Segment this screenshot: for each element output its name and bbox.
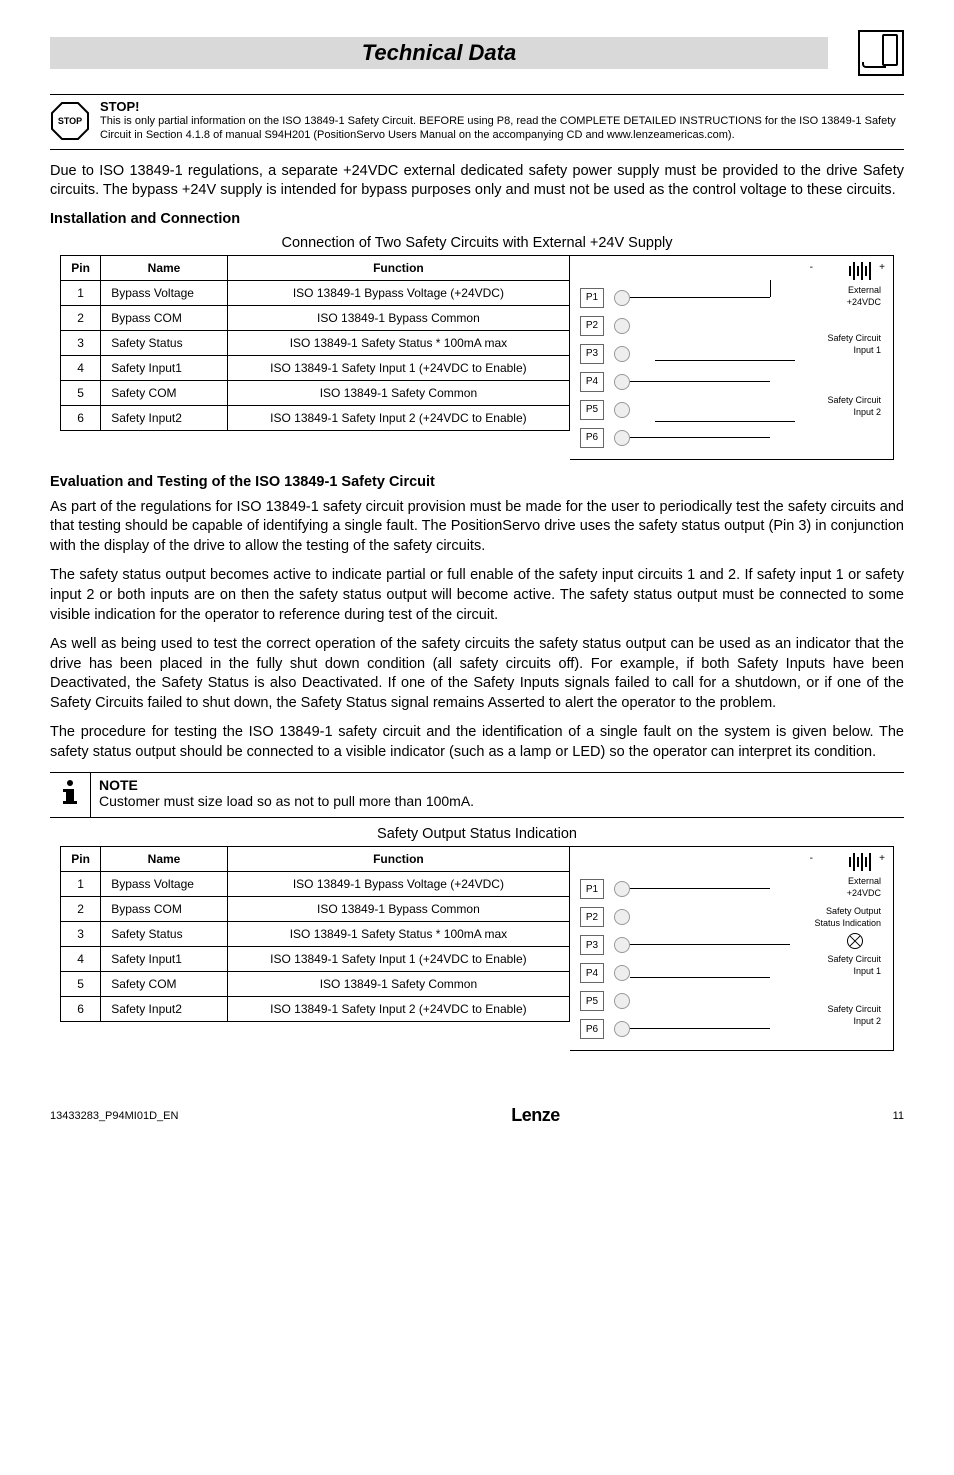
terminal-icon [614, 374, 630, 390]
footer-logo: Lenze [511, 1105, 560, 1126]
stop-body: This is only partial information on the … [100, 114, 904, 143]
terminal-icon [614, 993, 630, 1009]
lamp-icon [847, 933, 863, 949]
th-fn: Function [227, 847, 569, 872]
table1: Pin Name Function 1Bypass VoltageISO 138… [60, 255, 570, 431]
table-row: 4Safety Input1ISO 13849-1 Safety Input 1… [61, 355, 570, 380]
table-row: 4Safety Input1ISO 13849-1 Safety Input 1… [61, 947, 570, 972]
v24-label: +24VDC [847, 889, 881, 899]
battery-icon [849, 853, 871, 871]
pin-p1: P1 [580, 879, 604, 899]
sc1-label: Safety Circuit [827, 955, 881, 965]
paragraph-3: The safety status output becomes active … [50, 566, 904, 625]
terminal-icon [614, 937, 630, 953]
table-row: 5Safety COMISO 13849-1 Safety Common [61, 972, 570, 997]
plus-label: + [879, 262, 885, 273]
pin-p3: P3 [580, 935, 604, 955]
table-row: 3Safety StatusISO 13849-1 Safety Status … [61, 922, 570, 947]
diagram-2: - + External +24VDC Safety Output Status… [570, 846, 894, 1051]
battery-icon [849, 262, 871, 280]
terminal-icon [614, 402, 630, 418]
pin-p3: P3 [580, 344, 604, 364]
th-pin: Pin [61, 255, 101, 280]
v24-label: +24VDC [847, 298, 881, 308]
stop-icon: STOP [50, 101, 90, 141]
paragraph-4: As well as being used to test the correc… [50, 635, 904, 713]
heading-evaluation: Evaluation and Testing of the ISO 13849-… [50, 474, 904, 490]
stop-callout: STOP STOP! This is only partial informat… [50, 94, 904, 150]
page-header: Technical Data [50, 30, 904, 76]
pin-p1: P1 [580, 288, 604, 308]
heading-installation: Installation and Connection [50, 211, 904, 227]
th-name: Name [101, 255, 228, 280]
table-row: 1Bypass VoltageISO 13849-1 Bypass Voltag… [61, 280, 570, 305]
external-label: External [848, 286, 881, 296]
table-row: 5Safety COMISO 13849-1 Safety Common [61, 380, 570, 405]
si-label: Status Indication [814, 919, 881, 929]
paragraph-2: As part of the regulations for ISO 13849… [50, 498, 904, 557]
in2-label: Input 2 [853, 408, 881, 418]
th-fn: Function [227, 255, 569, 280]
pin-p6: P6 [580, 428, 604, 448]
table2: Pin Name Function 1Bypass VoltageISO 138… [60, 846, 570, 1022]
table2-caption: Safety Output Status Indication [50, 826, 904, 842]
footer-pagenum: 11 [893, 1110, 904, 1122]
note-heading: NOTE [99, 777, 474, 793]
th-name: Name [101, 847, 228, 872]
in1-label: Input 1 [853, 346, 881, 356]
plus-label: + [879, 853, 885, 864]
page-footer: 13433283_P94MI01D_EN Lenze 11 [0, 1085, 954, 1144]
table2-combo: Pin Name Function 1Bypass VoltageISO 138… [60, 846, 894, 1051]
terminal-icon [614, 1021, 630, 1037]
paragraph-5: The procedure for testing the ISO 13849-… [50, 723, 904, 762]
pin-p2: P2 [580, 907, 604, 927]
so-label: Safety Output [826, 907, 881, 917]
table-row: 3Safety StatusISO 13849-1 Safety Status … [61, 330, 570, 355]
pin-p5: P5 [580, 991, 604, 1011]
pin-p4: P4 [580, 963, 604, 983]
note-body: Customer must size load so as not to pul… [99, 793, 474, 809]
pin-p6: P6 [580, 1019, 604, 1039]
sc1-label: Safety Circuit [827, 334, 881, 344]
footer-docid: 13433283_P94MI01D_EN [50, 1110, 178, 1122]
pin-p4: P4 [580, 372, 604, 392]
terminal-icon [614, 290, 630, 306]
table1-combo: Pin Name Function 1Bypass VoltageISO 138… [60, 255, 894, 460]
pin-p5: P5 [580, 400, 604, 420]
terminal-icon [614, 881, 630, 897]
minus-label: - [810, 853, 813, 864]
info-icon [59, 779, 81, 811]
external-label: External [848, 877, 881, 887]
terminal-icon [614, 318, 630, 334]
pin-p2: P2 [580, 316, 604, 336]
terminal-icon [614, 346, 630, 362]
sc2-label: Safety Circuit [827, 1005, 881, 1015]
terminal-icon [614, 909, 630, 925]
table-row: 2Bypass COMISO 13849-1 Bypass Common [61, 897, 570, 922]
stop-heading: STOP! [100, 99, 904, 114]
paragraph-1: Due to ISO 13849-1 regulations, a separa… [50, 162, 904, 201]
table-row: 6Safety Input2ISO 13849-1 Safety Input 2… [61, 997, 570, 1022]
th-pin: Pin [61, 847, 101, 872]
in1-label: Input 1 [853, 967, 881, 977]
table-row: 2Bypass COMISO 13849-1 Bypass Common [61, 305, 570, 330]
stop-icon-label: STOP [50, 101, 90, 141]
sc2-label: Safety Circuit [827, 396, 881, 406]
header-stripe: Technical Data [50, 37, 828, 69]
note-callout: NOTE Customer must size load so as not t… [50, 772, 904, 818]
terminal-icon [614, 965, 630, 981]
table-row: 1Bypass VoltageISO 13849-1 Bypass Voltag… [61, 872, 570, 897]
diagram-1: - + External +24VDC Safety Circuit Input… [570, 255, 894, 460]
table-row: 6Safety Input2ISO 13849-1 Safety Input 2… [61, 405, 570, 430]
drive-icon [858, 30, 904, 76]
table1-caption: Connection of Two Safety Circuits with E… [50, 235, 904, 251]
minus-label: - [810, 262, 813, 273]
in2-label: Input 2 [853, 1017, 881, 1027]
terminal-icon [614, 430, 630, 446]
header-title: Technical Data [362, 40, 516, 66]
